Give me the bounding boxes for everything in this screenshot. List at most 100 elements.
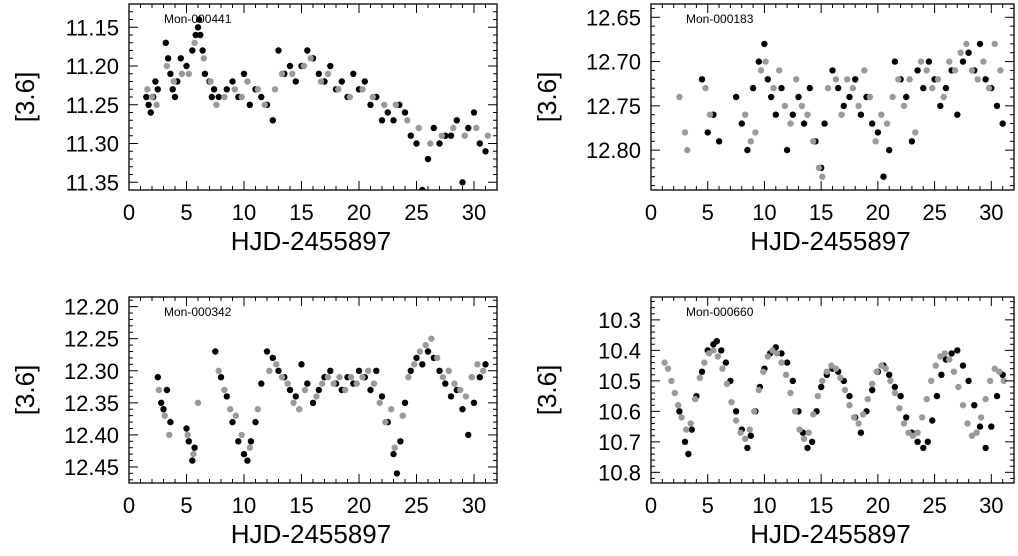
y-tick-label: 12.45 bbox=[64, 455, 119, 480]
y-tick-label: 12.35 bbox=[64, 391, 119, 416]
data-point bbox=[671, 389, 678, 397]
y-tick-label: 12.70 bbox=[586, 50, 641, 75]
data-point bbox=[742, 435, 749, 442]
data-point bbox=[307, 55, 314, 62]
data-point bbox=[367, 101, 374, 109]
data-point bbox=[147, 109, 154, 116]
data-point bbox=[442, 380, 449, 387]
data-point bbox=[428, 335, 435, 342]
data-point bbox=[676, 408, 683, 415]
data-point bbox=[974, 76, 981, 83]
x-tick-label: 15 bbox=[809, 200, 833, 225]
data-point bbox=[152, 78, 159, 85]
x-tick-label: 10 bbox=[232, 493, 256, 518]
data-point bbox=[178, 70, 186, 78]
x-tick-label: 5 bbox=[702, 493, 714, 518]
data-point bbox=[760, 368, 767, 375]
data-point bbox=[692, 395, 699, 403]
data-point bbox=[772, 111, 779, 118]
data-point bbox=[269, 117, 276, 124]
data-point bbox=[917, 58, 925, 65]
data-point bbox=[212, 348, 219, 355]
data-point bbox=[764, 76, 771, 83]
data-point bbox=[162, 39, 169, 46]
data-point bbox=[476, 374, 483, 381]
data-point bbox=[263, 348, 271, 355]
data-point bbox=[906, 76, 913, 83]
data-point bbox=[987, 377, 994, 385]
data-point bbox=[959, 402, 967, 409]
data-point bbox=[313, 393, 320, 400]
y-tick-label: 11.30 bbox=[66, 132, 119, 157]
data-point bbox=[808, 438, 816, 445]
data-points bbox=[143, 16, 491, 190]
data-point bbox=[148, 93, 156, 101]
x-tick-label: 10 bbox=[752, 493, 776, 518]
x-tick-label: 25 bbox=[404, 200, 428, 225]
x-tick-label: 20 bbox=[347, 200, 371, 225]
data-point bbox=[373, 367, 380, 374]
data-point bbox=[855, 420, 862, 427]
data-point bbox=[804, 444, 811, 452]
data-point bbox=[891, 58, 899, 65]
data-point bbox=[347, 374, 355, 381]
data-point bbox=[678, 414, 685, 421]
data-point bbox=[857, 429, 865, 436]
data-point bbox=[1000, 377, 1007, 385]
data-point bbox=[346, 93, 353, 101]
data-point bbox=[925, 58, 933, 65]
data-point bbox=[300, 62, 307, 70]
data-point bbox=[965, 377, 972, 385]
data-point bbox=[397, 438, 404, 445]
data-point bbox=[269, 354, 276, 362]
data-point bbox=[153, 101, 160, 109]
series-black bbox=[676, 338, 1006, 458]
x-tick-label: 20 bbox=[347, 493, 371, 518]
data-point bbox=[221, 93, 228, 101]
data-point bbox=[451, 380, 458, 387]
data-point bbox=[482, 148, 489, 155]
data-point bbox=[210, 86, 218, 93]
data-point bbox=[889, 93, 896, 101]
data-point bbox=[367, 386, 374, 394]
y-tick-label: 10.4 bbox=[598, 338, 641, 363]
data-point bbox=[459, 406, 466, 413]
data-point bbox=[924, 438, 931, 445]
x-tick-label: 30 bbox=[979, 200, 1003, 225]
data-point bbox=[183, 62, 190, 70]
data-point bbox=[781, 102, 789, 110]
data-point bbox=[918, 414, 926, 421]
data-point bbox=[192, 31, 199, 39]
data-point bbox=[933, 392, 941, 400]
y-axis-title: [3.6] bbox=[10, 365, 40, 416]
data-point bbox=[701, 359, 708, 366]
data-point bbox=[482, 361, 489, 368]
series-gray bbox=[144, 39, 491, 147]
data-point bbox=[231, 86, 238, 93]
x-axis-title: HJD-2455897 bbox=[231, 519, 391, 549]
data-point bbox=[419, 186, 426, 190]
data-point bbox=[882, 365, 889, 372]
data-point bbox=[194, 399, 202, 406]
chart-panel-2: 0 5 10 15 20 25 30 12.65 12.70 12.75 12.80 HJD-2455… bbox=[532, 3, 1015, 256]
data-point bbox=[399, 412, 406, 419]
data-point bbox=[814, 392, 821, 400]
data-point bbox=[903, 414, 910, 421]
data-point bbox=[201, 70, 209, 78]
data-point bbox=[401, 109, 409, 116]
data-point bbox=[207, 78, 214, 85]
data-point bbox=[819, 173, 826, 180]
data-point bbox=[676, 93, 683, 101]
data-point bbox=[841, 386, 849, 394]
x-tick-label: 0 bbox=[123, 493, 135, 518]
data-point bbox=[887, 377, 894, 385]
data-point bbox=[246, 101, 253, 109]
data-point bbox=[897, 392, 904, 400]
data-point bbox=[959, 58, 967, 65]
data-point bbox=[359, 86, 366, 93]
data-point bbox=[317, 78, 325, 85]
data-point bbox=[795, 93, 802, 101]
data-point bbox=[982, 444, 989, 452]
data-point bbox=[796, 426, 803, 433]
data-point bbox=[189, 47, 196, 54]
